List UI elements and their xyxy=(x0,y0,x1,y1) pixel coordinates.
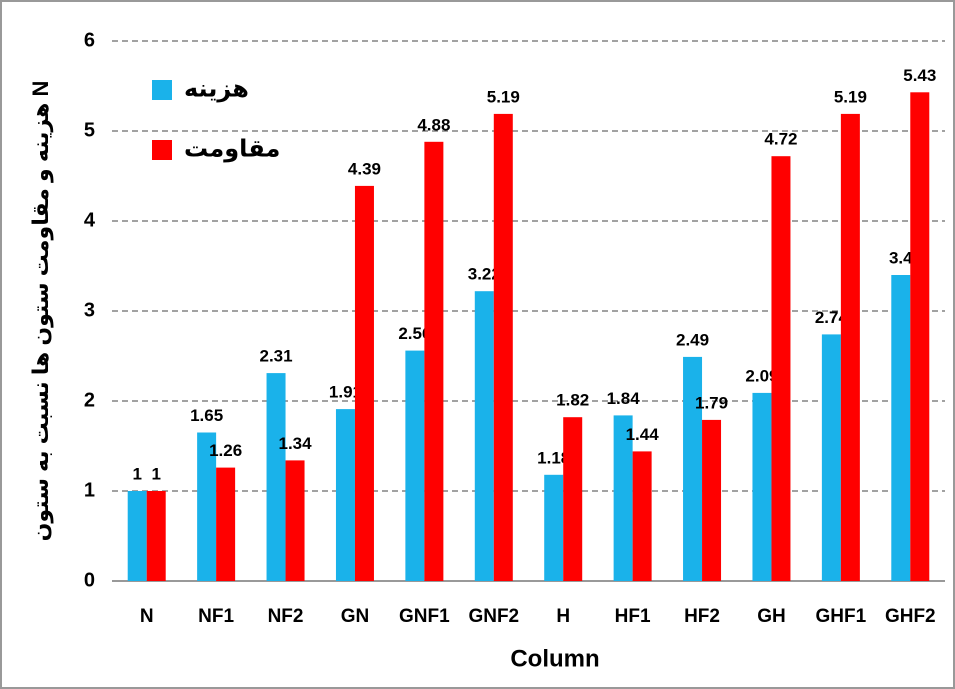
bar xyxy=(840,113,860,582)
data-label: 1.44 xyxy=(626,425,660,444)
data-label: 5.19 xyxy=(834,87,867,106)
bar xyxy=(216,467,236,581)
data-label: 1 xyxy=(132,464,141,483)
bar xyxy=(335,409,355,581)
bar xyxy=(752,392,772,581)
data-label: 1.65 xyxy=(190,406,223,425)
data-label: 2.56 xyxy=(398,324,431,343)
bar xyxy=(197,432,217,581)
data-label: 4.39 xyxy=(348,159,381,178)
bar xyxy=(613,415,633,581)
x-tick-label: H xyxy=(556,606,570,627)
data-label: 1.18 xyxy=(537,448,570,467)
bar xyxy=(683,356,703,581)
bar xyxy=(354,185,374,581)
y-tick-label: 2 xyxy=(84,389,95,411)
y-tick-label: 1 xyxy=(84,479,95,501)
data-label: 3.22 xyxy=(468,265,501,284)
data-label: 2.31 xyxy=(259,347,292,366)
x-tick-label: GNF1 xyxy=(399,606,450,627)
bar xyxy=(474,291,494,581)
bar xyxy=(910,92,930,582)
bar xyxy=(266,373,286,581)
x-tick-label: GH xyxy=(757,606,786,627)
data-label: 2.09 xyxy=(745,366,778,385)
bar xyxy=(424,141,444,582)
bar xyxy=(285,460,305,581)
data-label: 4.88 xyxy=(417,115,450,134)
y-tick-label: 0 xyxy=(84,569,95,591)
data-label: 1.84 xyxy=(607,389,641,408)
data-label: 1.79 xyxy=(695,393,728,412)
x-tick-label: HF1 xyxy=(615,606,651,627)
bar xyxy=(146,491,166,581)
x-tick-label: NF1 xyxy=(198,606,234,627)
y-tick-label: 5 xyxy=(84,119,95,141)
bar xyxy=(891,275,911,581)
data-label: 1.91 xyxy=(329,383,362,402)
data-label: 5.19 xyxy=(487,87,520,106)
bar xyxy=(632,451,652,581)
x-tick-label: NF2 xyxy=(268,606,304,627)
data-label: 5.43 xyxy=(903,66,936,85)
x-tick-label: GHF1 xyxy=(816,606,867,627)
y-axis-title: هزینه و مقاومت ستون ها نسبت به ستون N xyxy=(28,81,54,542)
bar xyxy=(821,334,841,581)
data-label: 2.74 xyxy=(815,308,849,327)
data-label: 1.82 xyxy=(556,391,589,410)
data-label: 3.4 xyxy=(889,248,913,267)
y-tick-label: 3 xyxy=(84,299,95,321)
x-axis-title: Column xyxy=(510,645,599,672)
bar xyxy=(563,417,583,581)
data-label: 1.34 xyxy=(278,434,312,453)
legend-label: مقاومت xyxy=(184,135,280,162)
bar xyxy=(544,474,564,581)
x-tick-label: GNF2 xyxy=(468,606,519,627)
y-tick-label: 4 xyxy=(84,209,96,231)
data-label: 4.72 xyxy=(764,130,797,149)
data-label: 2.49 xyxy=(676,330,709,349)
bar xyxy=(702,419,722,581)
bar xyxy=(127,491,147,581)
bar xyxy=(493,113,513,582)
x-tick-label: GHF2 xyxy=(885,606,936,627)
x-tick-label: GN xyxy=(341,606,370,627)
legend-swatch xyxy=(152,80,172,100)
data-label: 1.26 xyxy=(209,441,242,460)
x-tick-label: N xyxy=(140,606,154,627)
y-tick-label: 6 xyxy=(84,29,95,51)
legend-swatch xyxy=(152,140,172,160)
bar xyxy=(771,156,791,581)
legend-label: هزینه xyxy=(184,75,249,102)
data-label: 1 xyxy=(151,464,160,483)
bar xyxy=(405,350,425,581)
x-tick-label: HF2 xyxy=(684,606,720,627)
